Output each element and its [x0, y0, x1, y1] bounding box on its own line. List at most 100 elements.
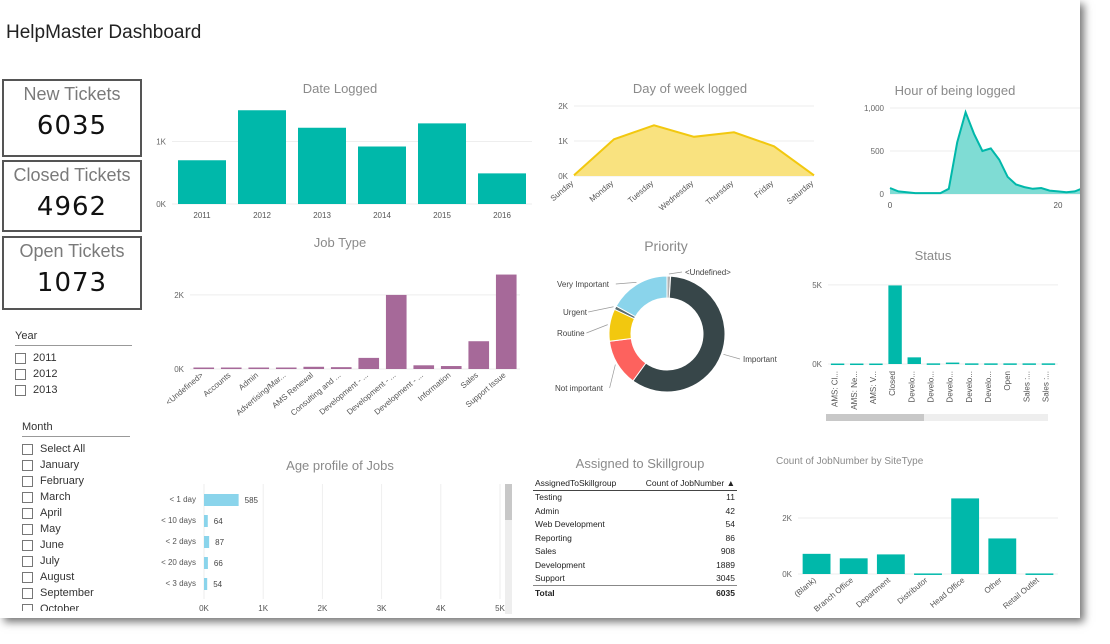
x-tick-label: 2011: [193, 211, 211, 220]
bar: [830, 363, 845, 366]
table-row: Testing 11: [535, 492, 735, 503]
hour-logged-chart: 0 500 1,000 0 20: [864, 104, 1080, 210]
checkbox-icon[interactable]: [22, 523, 33, 535]
job-type-chart: 0K 2K <Undefined>Accounts AdminAdvertising/…: [164, 274, 520, 418]
dashboard-frame: HelpMaster Dashboard New Tickets 6035 Cl…: [2, 22, 1080, 614]
checkbox-icon[interactable]: [22, 587, 33, 599]
x-tick-label: Develo...: [984, 371, 993, 403]
y-tick-label: 2K: [782, 514, 792, 523]
bar: [1003, 363, 1017, 365]
x-tick-label: Monday: [588, 179, 616, 204]
open-tickets-value: 1073: [36, 268, 108, 298]
month-option[interactable]: January: [22, 457, 130, 473]
status-scrollbar-thumb[interactable]: [826, 414, 924, 421]
column-header[interactable]: Count of JobNumber ▲: [630, 476, 737, 491]
checkbox-icon[interactable]: [22, 459, 33, 471]
y-tick-label: 0K: [812, 360, 822, 369]
x-tick-label: Sales: [459, 371, 480, 391]
bar: [204, 515, 208, 527]
x-tick-label: Saturday: [785, 179, 815, 206]
bar: [926, 363, 941, 365]
checkbox-icon[interactable]: [22, 507, 33, 519]
checkbox-icon[interactable]: [22, 443, 33, 455]
status-scrollbar[interactable]: [826, 414, 1048, 421]
data-label: 87: [215, 538, 224, 547]
x-tick-label: Closed: [888, 371, 897, 396]
checkbox-icon[interactable]: [22, 491, 33, 503]
age-profile-scrollbar-thumb[interactable]: [505, 484, 512, 520]
bar: [984, 363, 998, 365]
x-tick-label: Thursday: [704, 179, 735, 207]
series-line: [889, 109, 1080, 195]
column-header[interactable]: AssignedToSkillgroup: [533, 476, 631, 491]
bar: [839, 558, 868, 574]
year-option[interactable]: 2012: [15, 366, 132, 382]
bar: [802, 553, 831, 574]
month-option[interactable]: June: [22, 537, 130, 553]
checkbox-icon[interactable]: [22, 539, 33, 551]
checkbox-icon[interactable]: [15, 384, 26, 396]
y-tick-label: 0K: [558, 172, 568, 181]
month-option[interactable]: February: [22, 473, 130, 489]
y-tick-label: 0: [880, 190, 885, 199]
age-profile-scrollbar[interactable]: [505, 484, 512, 614]
x-tick-label: Develo...: [965, 371, 974, 403]
month-option[interactable]: July: [22, 553, 130, 569]
bar: [440, 366, 462, 369]
month-option[interactable]: September: [22, 585, 130, 601]
bar: [418, 123, 466, 204]
bar: [248, 367, 270, 370]
checkbox-icon[interactable]: [22, 555, 33, 567]
closed-tickets-card[interactable]: Closed Tickets 4962: [2, 160, 142, 232]
bar: [945, 362, 960, 365]
bar: [850, 363, 864, 366]
bar: [869, 363, 883, 366]
bar: [478, 173, 526, 204]
month-option[interactable]: March: [22, 489, 130, 505]
x-tick-label: Tuesday: [626, 179, 655, 205]
month-option[interactable]: Select All: [22, 441, 130, 457]
checkbox-icon[interactable]: [22, 571, 33, 583]
bar: [413, 365, 435, 369]
checkbox-icon[interactable]: [22, 603, 33, 611]
open-tickets-card[interactable]: Open Tickets 1073: [2, 236, 142, 310]
sort-descending-icon[interactable]: ▲: [726, 477, 735, 488]
page-title: HelpMaster Dashboard: [6, 22, 202, 43]
bar: [204, 494, 239, 506]
year-option[interactable]: 2011: [15, 350, 132, 366]
pie-label: Not important: [555, 384, 604, 393]
x-tick-label: Consulting and ...: [289, 371, 342, 418]
closed-tickets-label: Closed Tickets: [13, 165, 131, 185]
x-tick-label: Retail Outlet: [1001, 575, 1041, 611]
bar: [907, 357, 921, 364]
x-tick-label: <Undefined>: [164, 370, 205, 407]
area-fill: [574, 125, 814, 176]
x-tick-label: Sales :...: [1041, 371, 1050, 402]
checkbox-icon[interactable]: [15, 352, 26, 364]
job-type-title: Job Type: [313, 235, 367, 250]
month-option[interactable]: October: [22, 601, 130, 611]
x-tick-label: 1K: [258, 604, 268, 613]
checkbox-icon[interactable]: [15, 368, 26, 380]
leader-line: [615, 282, 637, 285]
year-option[interactable]: 2013: [15, 382, 132, 398]
leader-line: [723, 353, 741, 360]
month-option[interactable]: May: [22, 521, 130, 537]
leader-line: [668, 271, 683, 275]
x-tick-label: Accounts: [202, 371, 233, 399]
bar: [178, 160, 226, 204]
y-tick-label: 2K: [558, 102, 568, 111]
new-tickets-card[interactable]: New Tickets 6035: [2, 79, 142, 157]
pie-label: Routine: [557, 329, 585, 338]
table-row: Web Development 54: [535, 519, 735, 530]
y-tick-label: 1K: [156, 138, 166, 147]
checkbox-icon[interactable]: [22, 475, 33, 487]
priority-chart: <Undefined> Important Not important Routine…: [555, 268, 778, 393]
bar: [876, 554, 905, 574]
pie-label: Urgent: [563, 308, 588, 317]
bar: [298, 127, 346, 204]
month-option[interactable]: April: [22, 505, 130, 521]
bar: [914, 573, 942, 575]
x-tick-label: Branch Office: [812, 575, 855, 613]
month-option[interactable]: August: [22, 569, 130, 585]
